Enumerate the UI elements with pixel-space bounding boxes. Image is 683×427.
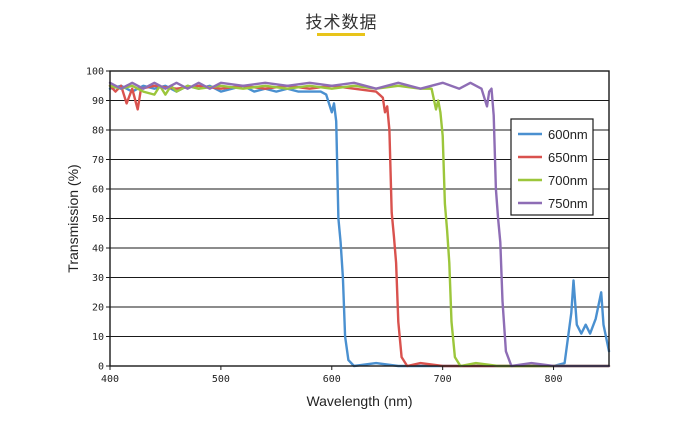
y-tick-label: 60 (92, 185, 104, 196)
legend-label: 600nm (548, 127, 588, 142)
page-header: 技术数据 (0, 8, 683, 33)
series-line-4 (108, 81, 611, 368)
x-axis-title: Wavelength (nm) (306, 393, 412, 409)
y-tick-label: 10 (92, 332, 104, 343)
y-tick-label: 90 (92, 96, 104, 107)
page-title: 技术数据 (305, 13, 378, 33)
y-tick-label: 80 (92, 126, 104, 137)
y-tick-label: 70 (92, 155, 104, 166)
title-underline (317, 33, 365, 36)
series-line-2 (108, 84, 611, 368)
x-tick-label: 700 (434, 374, 452, 385)
y-tick-label: 20 (92, 303, 104, 314)
x-tick-label: 400 (101, 374, 119, 385)
legend-label: 750nm (548, 196, 588, 211)
y-tick-label: 30 (92, 273, 104, 284)
y-tick-label: 0 (98, 362, 104, 373)
series-line-3 (108, 84, 611, 368)
y-tick-label: 40 (92, 244, 104, 255)
y-tick-label: 100 (86, 67, 104, 78)
y-axis-title: Transmission (%) (65, 164, 81, 272)
x-tick-label: 800 (545, 374, 563, 385)
x-tick-label: 500 (212, 374, 230, 385)
legend-label: 700nm (548, 173, 588, 188)
y-tick-label: 50 (92, 214, 104, 225)
legend-label: 650nm (548, 150, 588, 165)
x-tick-label: 600 (323, 374, 341, 385)
